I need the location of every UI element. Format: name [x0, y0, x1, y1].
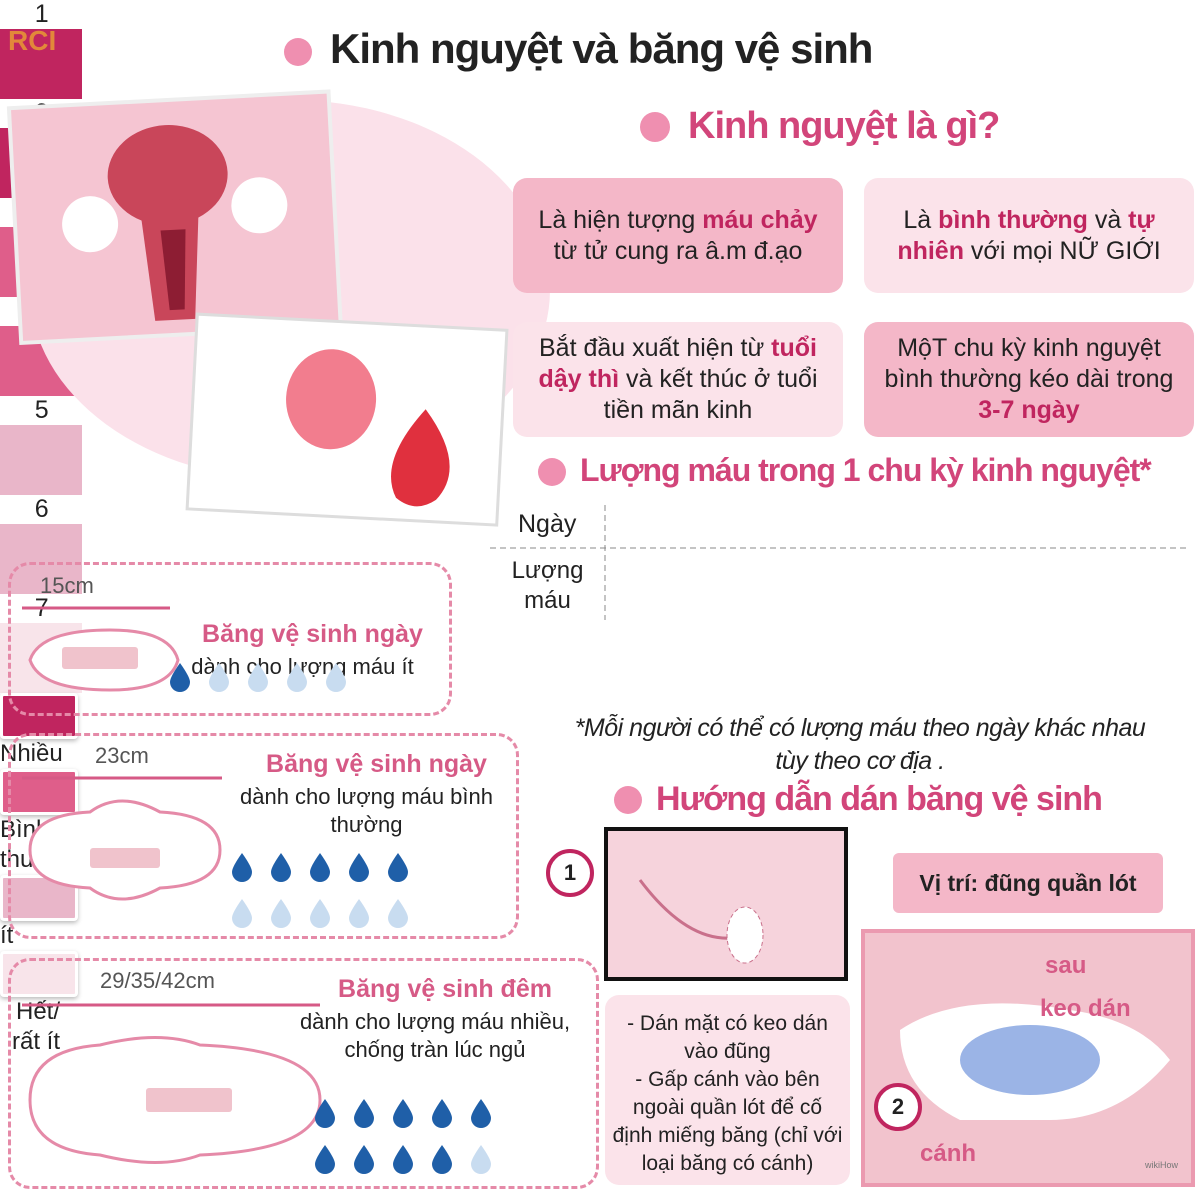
pad-box: [8, 733, 519, 939]
pad-box: [8, 958, 599, 1189]
drop: [393, 1145, 413, 1174]
image-label: cánh: [920, 1140, 977, 1167]
card-text: Bắt đầu xuất hiện từ tuổi dậy thì và kết…: [531, 333, 825, 426]
drop: [471, 1099, 491, 1128]
drop: [393, 1099, 413, 1128]
drop: [315, 1099, 335, 1128]
size-arrows: [22, 606, 320, 1007]
drop: [349, 899, 369, 928]
image-label: keo dán: [1040, 995, 1131, 1022]
drop: [388, 899, 408, 928]
card: Là hiện tượng máu chảy từ tử cung ra â.m…: [513, 178, 843, 293]
drops: [232, 853, 408, 928]
drop: [432, 1145, 452, 1174]
section-title: Kinh nguyệt là gì?: [688, 105, 1000, 147]
highlight: máu chảy: [702, 205, 818, 234]
drops: [315, 1099, 491, 1174]
friends-illustration: [185, 312, 509, 527]
table-header: Ngày: [518, 510, 577, 538]
drop: [287, 663, 307, 692]
note: *Mỗi người có thể có lượng máu theo ngày…: [574, 714, 1146, 775]
pad-size: 15cm: [40, 573, 94, 598]
pad-size: 23cm: [95, 743, 149, 768]
section-title: Hướng dẫn dán băng vệ sinh: [656, 780, 1103, 818]
instruction: - Dán mặt có keo dán vào đũng: [627, 1012, 828, 1063]
card: MộT chu kỳ kinh nguyệt bình thường kéo d…: [864, 322, 1194, 437]
pad-size: 29/35/42cm: [100, 968, 215, 993]
image-label: sau: [1045, 952, 1087, 979]
legend-label: ít: [0, 922, 14, 949]
step1-illustration: [604, 827, 848, 981]
card: Là bình thường và tự nhiên với mọi NỮ GI…: [864, 178, 1194, 293]
flow-cell: [0, 29, 82, 99]
text: từ tử cung ra â.m đ.ạo: [553, 236, 803, 265]
uterus-illustration: [6, 89, 343, 346]
day-label: 5: [34, 396, 49, 424]
instruction: - Gấp cánh vào bên ngoài quần lót để cố …: [612, 1068, 843, 1175]
position-box: Vị trí: đũng quần lót: [893, 853, 1163, 913]
drop: [432, 1099, 452, 1128]
pad-title: Băng vệ sinh đêm: [338, 975, 552, 1003]
drop: [271, 899, 291, 928]
highlight: 3-7 ngày: [978, 396, 1080, 424]
card: Bắt đầu xuất hiện từ tuổi dậy thì và kết…: [513, 322, 843, 437]
drops: [170, 663, 346, 692]
instructions: - Dán mặt có keo dán vào đũng - Gấp cánh…: [605, 995, 850, 1185]
highlight: bình thường: [938, 205, 1088, 234]
pad-cores: [62, 647, 232, 1112]
legend-label: Hết/ rất ít: [11, 998, 60, 1055]
text: và: [1087, 205, 1129, 234]
drop: [354, 1099, 374, 1128]
drop: [310, 899, 330, 928]
logo: RCI: [8, 25, 57, 56]
flow-cell: [0, 425, 82, 495]
drop: [232, 899, 252, 928]
card-text: Là hiện tượng máu chảy từ tử cung ra â.m…: [531, 205, 825, 267]
highlight: tuổi dậy thì: [538, 334, 817, 393]
drop: [248, 663, 268, 692]
table-header: Lượng máu: [511, 557, 584, 614]
card-text: MộT chu kỳ kinh nguyệt bình thường kéo d…: [882, 333, 1176, 426]
pad-desc: dành cho lượng máu bình thường: [240, 784, 493, 837]
text: Là hiện tượng: [538, 205, 703, 234]
drop: [471, 1145, 491, 1174]
text: MộT chu kỳ kinh nguyệt bình thường kéo d…: [884, 334, 1174, 393]
drop: [326, 663, 346, 692]
title: Kinh nguyệt và băng vệ sinh: [330, 25, 873, 72]
text: Là: [903, 205, 939, 234]
drop: [310, 853, 330, 882]
step-badges: [546, 849, 922, 1131]
day-label: 1: [34, 0, 49, 28]
card-text: Là bình thường và tự nhiên với mọi NỮ GI…: [882, 205, 1176, 267]
day-label: 6: [34, 495, 49, 523]
drop: [354, 1145, 374, 1174]
pad-desc: dành cho lượng máu nhiều, chống tràn lúc…: [299, 1009, 571, 1062]
drop: [232, 853, 252, 882]
highlight: tự nhiên: [897, 205, 1155, 265]
image-source: wikiHow: [1145, 1160, 1179, 1170]
drop: [388, 853, 408, 882]
drop: [315, 1145, 335, 1174]
flower-icons: [284, 38, 670, 814]
pad-title: Băng vệ sinh ngày: [202, 620, 423, 648]
step-number: 1: [563, 860, 577, 885]
pad-title: Băng vệ sinh ngày: [266, 750, 487, 778]
drop: [170, 663, 190, 692]
drop: [271, 853, 291, 882]
pad-box: [8, 562, 452, 716]
text: Bắt đầu xuất hiện từ: [539, 334, 772, 362]
step-number: 2: [891, 1094, 905, 1119]
drop: [209, 663, 229, 692]
text: với mọi NỮ GIỚI: [963, 236, 1161, 265]
text: và kết thúc ở tuổi tiền mãn kinh: [603, 365, 818, 424]
drop: [349, 853, 369, 882]
section-title: Lượng máu trong 1 chu kỳ kinh nguyệt*: [580, 452, 1152, 488]
step2-illustration: [861, 929, 1195, 1187]
